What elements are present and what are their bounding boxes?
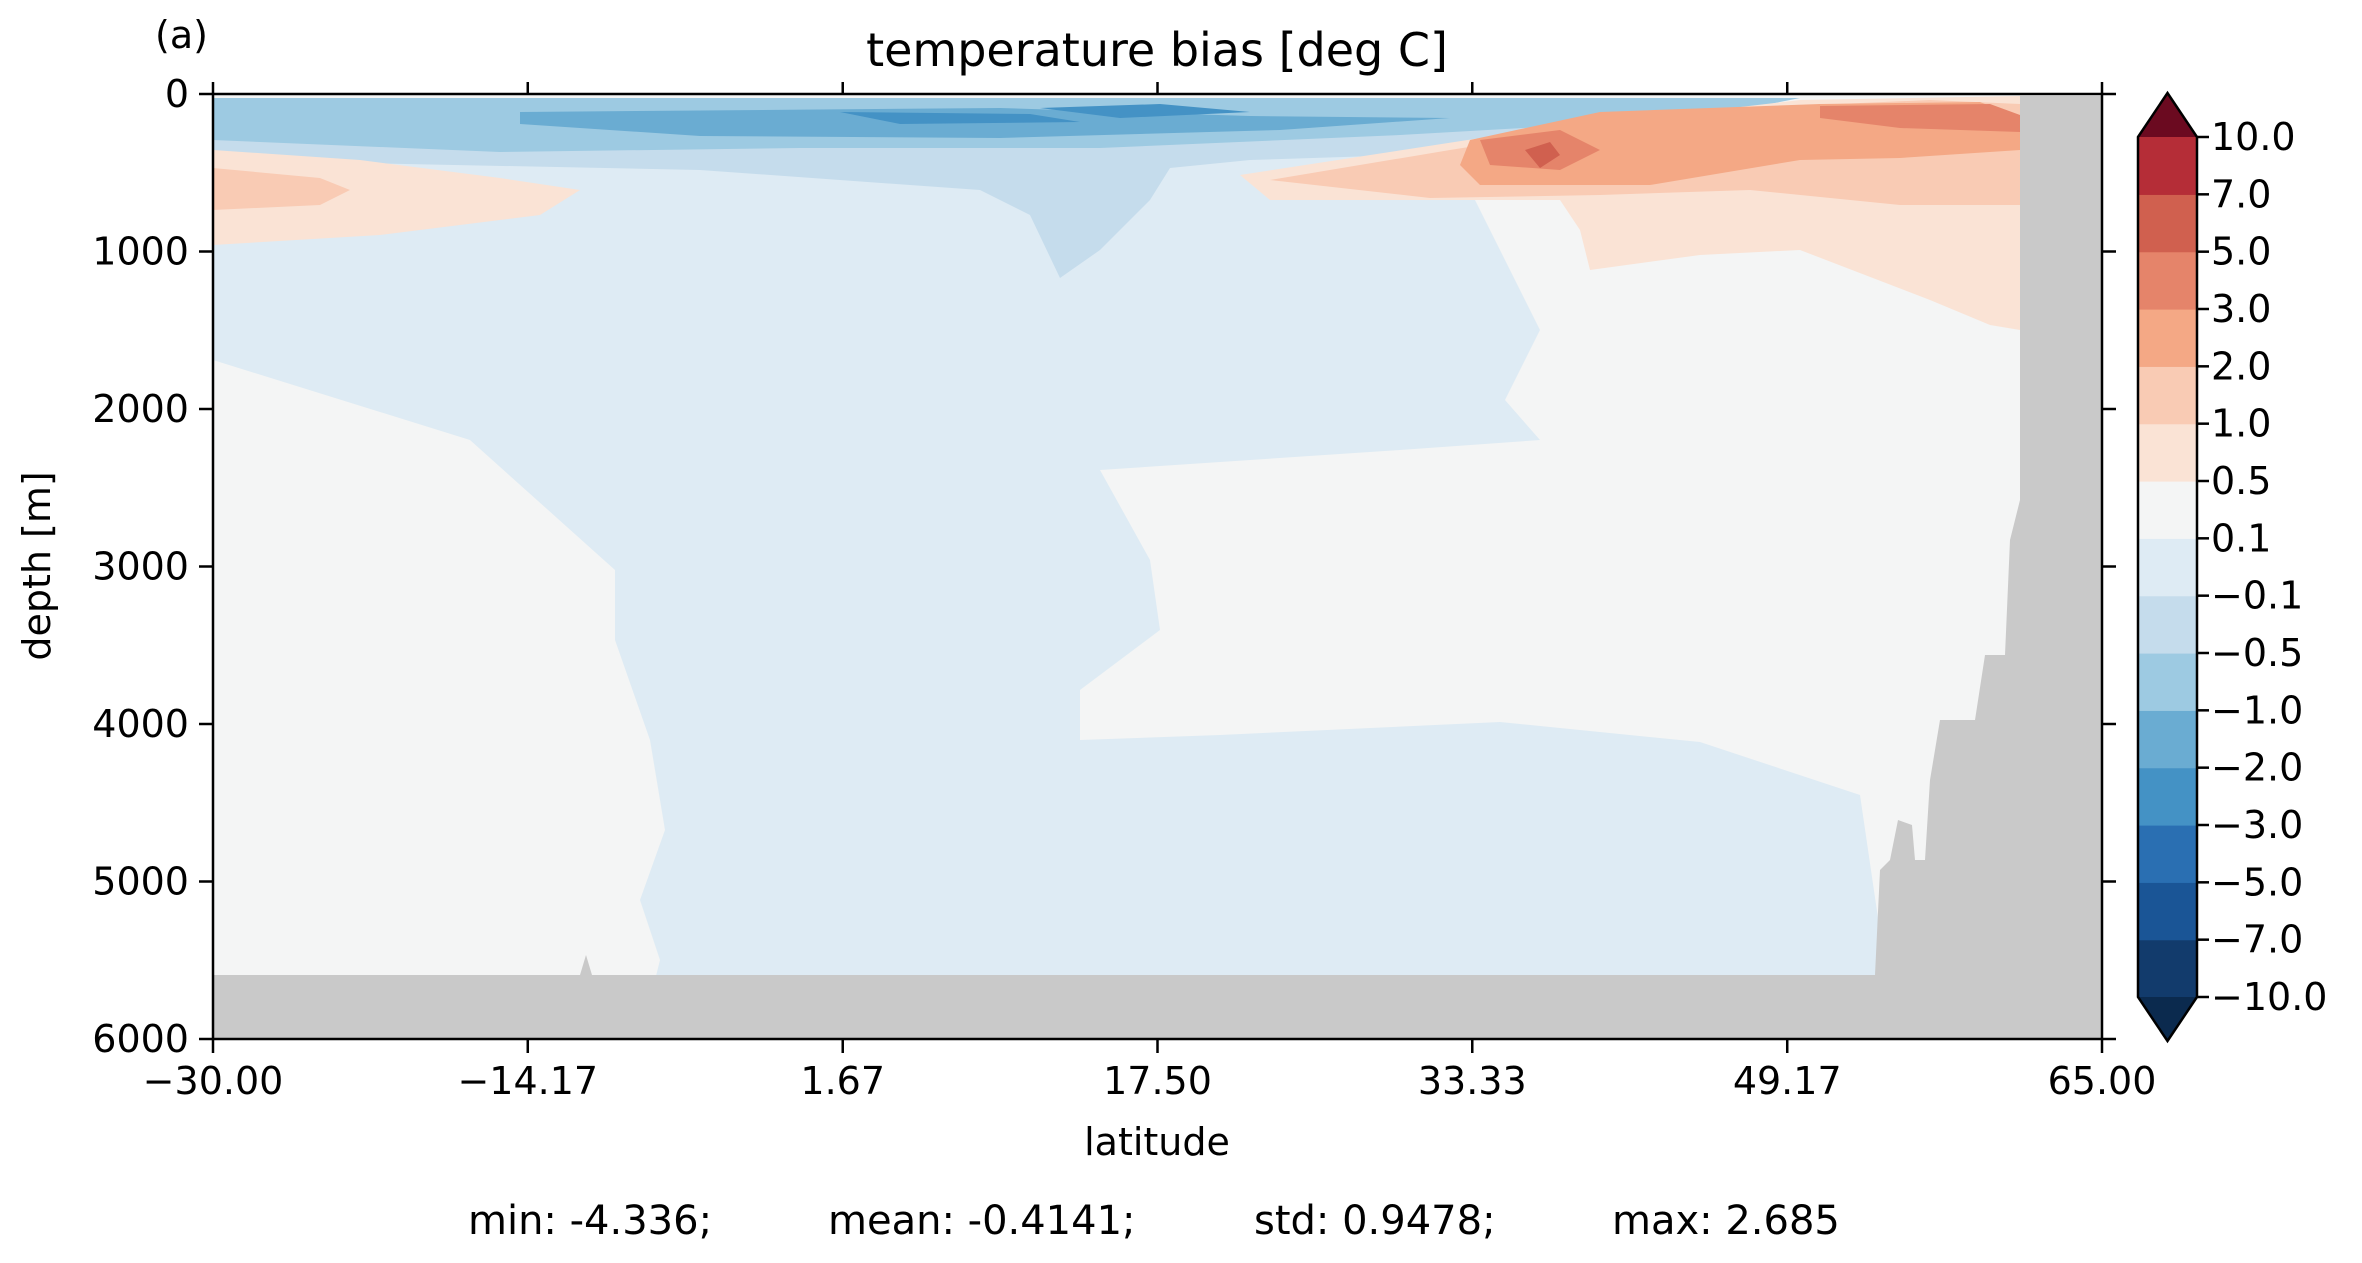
colorbar-tick-label: −10.0 bbox=[2211, 975, 2327, 1019]
colorbar-swatch bbox=[2138, 366, 2197, 425]
colorbar-tick-label: 3.0 bbox=[2211, 287, 2271, 331]
bias-region-pos-core-north bbox=[1525, 142, 1560, 168]
bias-field bbox=[213, 96, 2020, 1039]
colorbar-tick-label: −0.5 bbox=[2211, 631, 2303, 675]
x-tick-label: −30.00 bbox=[143, 1059, 284, 1103]
y-axis: 0 1000 2000 3000 4000 5000 6000 bbox=[92, 72, 2116, 1061]
bias-region-neg-core-a bbox=[840, 112, 1080, 124]
chart-title: temperature bias [deg C] bbox=[866, 23, 1448, 77]
colorbar-swatch bbox=[2138, 251, 2197, 310]
x-tick-label: 17.50 bbox=[1103, 1059, 1212, 1103]
colorbar-tick-label: −3.0 bbox=[2211, 803, 2303, 847]
y-tick-label: 4000 bbox=[92, 702, 189, 746]
y-tick-label: 5000 bbox=[92, 860, 189, 904]
colorbar-tick-label: 5.0 bbox=[2211, 230, 2271, 274]
bias-region-neg-core-b bbox=[1040, 104, 1250, 118]
colorbar-tick-label: 7.0 bbox=[2211, 172, 2271, 216]
colorbar-swatch bbox=[2138, 825, 2197, 883]
colorbar-tick-label: −0.1 bbox=[2211, 574, 2303, 618]
colorbar-tick-label: 0.1 bbox=[2211, 516, 2271, 560]
colorbar-tick-label: 1.0 bbox=[2211, 402, 2271, 446]
colorbar-swatch bbox=[2138, 309, 2197, 367]
land-mask bbox=[213, 96, 2102, 1039]
colorbar-swatch bbox=[2138, 481, 2197, 539]
panel-label: (a) bbox=[155, 13, 208, 57]
y-tick-label: 0 bbox=[165, 72, 189, 116]
bias-region-pos-weak-south bbox=[213, 150, 580, 245]
plot-area bbox=[213, 94, 2102, 1039]
x-tick-label: 49.17 bbox=[1733, 1059, 1842, 1103]
stat-std: std: 0.9478; bbox=[1254, 1198, 1496, 1244]
colorbar: −10.0 −7.0 −5.0 −3.0 −2.0 −1.0 −0.5 −0.1 0.1 0.5 1… bbox=[2136, 90, 2327, 1044]
colorbar-swatch bbox=[2138, 653, 2197, 711]
y-axis-label: depth [m] bbox=[15, 471, 59, 660]
colorbar-tick-label: −1.0 bbox=[2211, 688, 2303, 732]
colorbar-tick-label: 0.5 bbox=[2211, 459, 2271, 503]
bias-region-pos-stronger-north-a bbox=[1820, 104, 2020, 132]
y-tick-label: 2000 bbox=[92, 387, 189, 431]
x-tick-label: −14.17 bbox=[457, 1059, 598, 1103]
stat-max: max: 2.685 bbox=[1612, 1198, 1840, 1244]
colorbar-swatch bbox=[2138, 939, 2197, 998]
colorbar-swatch bbox=[2138, 137, 2197, 195]
y-tick-label: 1000 bbox=[92, 230, 189, 274]
x-tick-label: 65.00 bbox=[2048, 1059, 2157, 1103]
colorbar-extend-high bbox=[2138, 93, 2197, 137]
colorbar-swatch bbox=[2138, 194, 2197, 253]
stat-min: min: -4.336; bbox=[468, 1198, 713, 1244]
stat-mean: mean: -0.4141; bbox=[828, 1198, 1136, 1244]
colorbar-tick-label: 2.0 bbox=[2211, 344, 2271, 388]
colorbar-tick-label: 10.0 bbox=[2211, 115, 2296, 159]
x-axis-label: latitude bbox=[1084, 1120, 1230, 1164]
colorbar-tick-label: −2.0 bbox=[2211, 746, 2303, 790]
colorbar-tick-label: −7.0 bbox=[2211, 918, 2303, 962]
bias-region-pos-mid-south bbox=[213, 168, 350, 210]
colorbar-tick-label: −5.0 bbox=[2211, 860, 2303, 904]
x-axis: −30.00 −14.17 1.67 17.50 33.33 49.17 65.00 bbox=[143, 82, 2157, 1103]
colorbar-swatch bbox=[2138, 767, 2197, 826]
colorbar-swatch bbox=[2138, 882, 2197, 941]
colorbar-swatch bbox=[2138, 538, 2197, 597]
x-tick-label: 33.33 bbox=[1418, 1059, 1527, 1103]
colorbar-swatch bbox=[2138, 595, 2197, 654]
colorbar-swatch bbox=[2138, 423, 2197, 482]
y-tick-label: 3000 bbox=[92, 545, 189, 589]
bias-region-neg-weak-a bbox=[213, 150, 1890, 1039]
colorbar-extend-low bbox=[2138, 997, 2197, 1041]
colorbar-swatch bbox=[2138, 710, 2197, 769]
y-tick-label: 6000 bbox=[92, 1017, 189, 1061]
x-tick-label: 1.67 bbox=[800, 1059, 885, 1103]
